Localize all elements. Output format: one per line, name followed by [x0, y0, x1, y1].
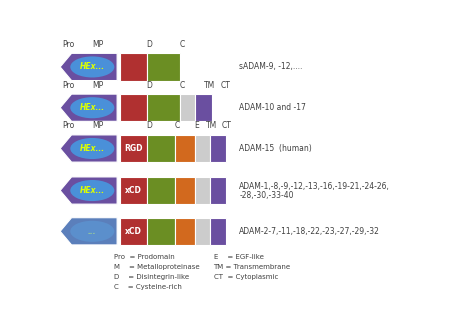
Bar	[195, 218, 210, 245]
Ellipse shape	[70, 56, 114, 77]
Text: ADAM-1,-8,-9,-12,-13,-16,-19-21,-24-26,: ADAM-1,-8,-9,-12,-13,-16,-19-21,-24-26,	[239, 182, 390, 191]
Polygon shape	[60, 135, 117, 162]
Text: TM: TM	[206, 121, 217, 130]
Text: RGD: RGD	[124, 144, 143, 153]
Text: xCD: xCD	[125, 186, 142, 195]
Text: ADAM-15  (human): ADAM-15 (human)	[239, 144, 312, 153]
Bar	[120, 135, 147, 162]
Ellipse shape	[70, 138, 114, 159]
Text: Pro: Pro	[62, 81, 74, 90]
Bar	[210, 218, 227, 245]
Polygon shape	[60, 218, 117, 245]
Text: D: D	[146, 81, 152, 90]
Bar	[120, 218, 147, 245]
Bar	[195, 177, 210, 204]
Bar	[175, 218, 195, 245]
Bar	[120, 53, 147, 81]
Text: ADAM-2-7,-11,-18,-22,-23,-27,-29,-32: ADAM-2-7,-11,-18,-22,-23,-27,-29,-32	[239, 227, 380, 236]
Bar	[147, 94, 181, 121]
Text: C    = Cysteine-rich: C = Cysteine-rich	[114, 284, 182, 290]
Ellipse shape	[70, 221, 114, 242]
Text: ...: ...	[88, 227, 97, 236]
Text: -28,-30,-33-40: -28,-30,-33-40	[239, 191, 294, 200]
Polygon shape	[60, 94, 117, 121]
Text: Pro: Pro	[62, 121, 74, 130]
Polygon shape	[60, 177, 117, 204]
Text: MP: MP	[92, 81, 103, 90]
Text: xCD: xCD	[125, 227, 142, 236]
Bar	[147, 218, 175, 245]
Ellipse shape	[70, 180, 114, 201]
Text: TM: TM	[204, 81, 216, 90]
Text: CT  = Cytoplasmic: CT = Cytoplasmic	[213, 274, 278, 280]
Bar	[120, 177, 147, 204]
Text: C: C	[180, 40, 185, 49]
Text: CT: CT	[220, 81, 230, 90]
Bar	[195, 135, 210, 162]
Text: HEx...: HEx...	[80, 186, 105, 195]
Text: E: E	[195, 121, 200, 130]
Text: D: D	[146, 121, 152, 130]
Text: Pro  = Prodomain: Pro = Prodomain	[114, 254, 175, 260]
Text: HEx...: HEx...	[80, 63, 105, 72]
Text: HEx...: HEx...	[80, 103, 105, 112]
Text: TM = Transmembrane: TM = Transmembrane	[213, 264, 291, 270]
Text: C: C	[180, 81, 185, 90]
Text: MP: MP	[92, 40, 103, 49]
Polygon shape	[60, 53, 117, 81]
Text: D: D	[146, 40, 152, 49]
Text: ADAM-10 and -17: ADAM-10 and -17	[239, 103, 306, 112]
Text: HEx...: HEx...	[80, 144, 105, 153]
Bar	[210, 135, 227, 162]
Text: C: C	[174, 121, 180, 130]
Bar	[147, 53, 181, 81]
Text: CT: CT	[221, 121, 231, 130]
Bar	[147, 177, 175, 204]
Text: MP: MP	[92, 121, 103, 130]
Text: M    = Metalloproteinase: M = Metalloproteinase	[114, 264, 200, 270]
Bar	[120, 94, 147, 121]
Text: E    = EGF-like: E = EGF-like	[213, 254, 264, 260]
Bar	[195, 94, 212, 121]
Ellipse shape	[70, 97, 114, 118]
Text: D    = Disintegrin-like: D = Disintegrin-like	[114, 274, 190, 280]
Bar	[147, 135, 175, 162]
Text: Pro: Pro	[62, 40, 74, 49]
Bar	[175, 135, 195, 162]
Text: sADAM-9, -12,....: sADAM-9, -12,....	[239, 63, 302, 72]
Bar	[175, 177, 195, 204]
Bar	[210, 177, 227, 204]
Bar	[181, 94, 195, 121]
